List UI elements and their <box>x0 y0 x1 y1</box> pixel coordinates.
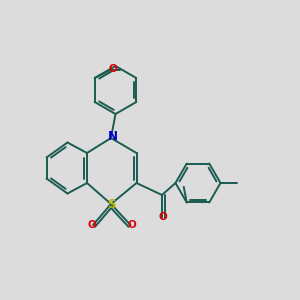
Text: O: O <box>108 64 117 74</box>
Text: S: S <box>107 197 115 211</box>
Text: O: O <box>128 220 136 230</box>
Text: O: O <box>158 212 167 223</box>
Text: N: N <box>107 130 118 143</box>
Text: O: O <box>87 220 96 230</box>
